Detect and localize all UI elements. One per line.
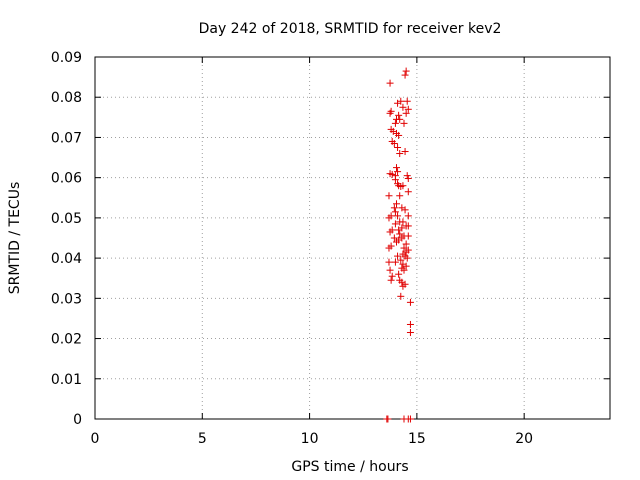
- data-point: [397, 256, 405, 264]
- y-tick-label: 0.02: [51, 332, 82, 348]
- data-point: [400, 244, 408, 252]
- data-point: [404, 222, 412, 230]
- data-point: [391, 258, 399, 266]
- data-point: [385, 214, 393, 222]
- x-tick-label: 10: [301, 431, 319, 447]
- data-point: [399, 103, 407, 111]
- data-point: [395, 226, 403, 234]
- plot-frame: [94, 56, 611, 420]
- data-point: [404, 174, 412, 182]
- x-tick-label: 15: [408, 431, 426, 447]
- data-point: [402, 109, 410, 117]
- data-point: [396, 150, 404, 158]
- data-point: [388, 170, 396, 178]
- y-tick-label: 0.01: [51, 372, 82, 388]
- data-point: [394, 252, 402, 260]
- data-point: [388, 272, 396, 280]
- data-point: [392, 238, 400, 246]
- data-point: [392, 200, 400, 208]
- y-tick-label: 0.07: [51, 130, 82, 146]
- x-tick-label: 5: [198, 431, 207, 447]
- data-point: [401, 206, 409, 214]
- data-point: [396, 192, 404, 200]
- data-point: [385, 244, 393, 252]
- data-point: [400, 266, 408, 274]
- data-point: [404, 105, 412, 113]
- y-tick-label: 0.08: [51, 90, 82, 106]
- y-tick-label: 0.09: [51, 50, 82, 66]
- data-point: [406, 329, 414, 337]
- data-point: [402, 67, 410, 75]
- data-point: [401, 148, 409, 156]
- data-point: [399, 282, 407, 290]
- data-point: [396, 115, 404, 123]
- data-point: [384, 415, 392, 423]
- data-point: [390, 204, 398, 212]
- data-point: [402, 262, 410, 270]
- data-point: [394, 144, 402, 151]
- data-point: [390, 234, 398, 242]
- data-point: [386, 109, 394, 117]
- data-point: [391, 119, 399, 127]
- data-point: [397, 97, 405, 105]
- data-point: [385, 258, 393, 266]
- x-tick-label: 20: [515, 431, 533, 447]
- grid: [95, 57, 610, 419]
- data-point: [396, 230, 404, 238]
- axis-ticks: 0 0.01 0.02 0.03 0.04 0.05 0.06 0.07 0.08 0.09 0 5 1…: [51, 50, 610, 447]
- x-tick-label: 0: [91, 431, 100, 447]
- chart-title: Day 242 of 2018, SRMTID for receiver kev…: [199, 21, 502, 37]
- data-point: [399, 182, 407, 190]
- data-point: [392, 164, 400, 172]
- data-point: [394, 168, 402, 176]
- data-point: [386, 228, 394, 236]
- data-point: [403, 254, 411, 262]
- y-tick-label: 0.06: [51, 171, 82, 187]
- data-point: [395, 270, 403, 278]
- data-point: [390, 139, 398, 147]
- data-point: [406, 320, 414, 328]
- data-point: [394, 212, 402, 220]
- data-point: [397, 292, 405, 300]
- data-points: [383, 67, 414, 423]
- data-point: [406, 415, 414, 423]
- y-tick-label: 0.05: [51, 211, 82, 227]
- x-axis-label: GPS time / hours: [291, 459, 408, 475]
- data-point: [385, 192, 393, 200]
- data-point: [400, 119, 408, 127]
- data-point: [401, 71, 409, 79]
- data-point: [404, 188, 412, 196]
- data-point: [403, 97, 411, 105]
- data-point: [404, 212, 412, 220]
- data-point: [391, 176, 399, 184]
- data-point: [386, 266, 394, 274]
- data-point: [395, 111, 403, 119]
- y-axis-label: SRMTID / TECUs: [7, 182, 23, 295]
- y-tick-label: 0.04: [51, 251, 82, 267]
- y-tick-label: 0: [73, 412, 82, 428]
- data-point: [386, 79, 394, 87]
- data-point: [391, 220, 399, 228]
- y-tick-label: 0.03: [51, 291, 82, 307]
- data-point: [402, 240, 410, 248]
- data-point: [387, 276, 395, 284]
- data-point: [406, 298, 414, 306]
- data-point: [391, 208, 399, 216]
- data-point: [399, 218, 407, 226]
- data-point: [395, 131, 403, 139]
